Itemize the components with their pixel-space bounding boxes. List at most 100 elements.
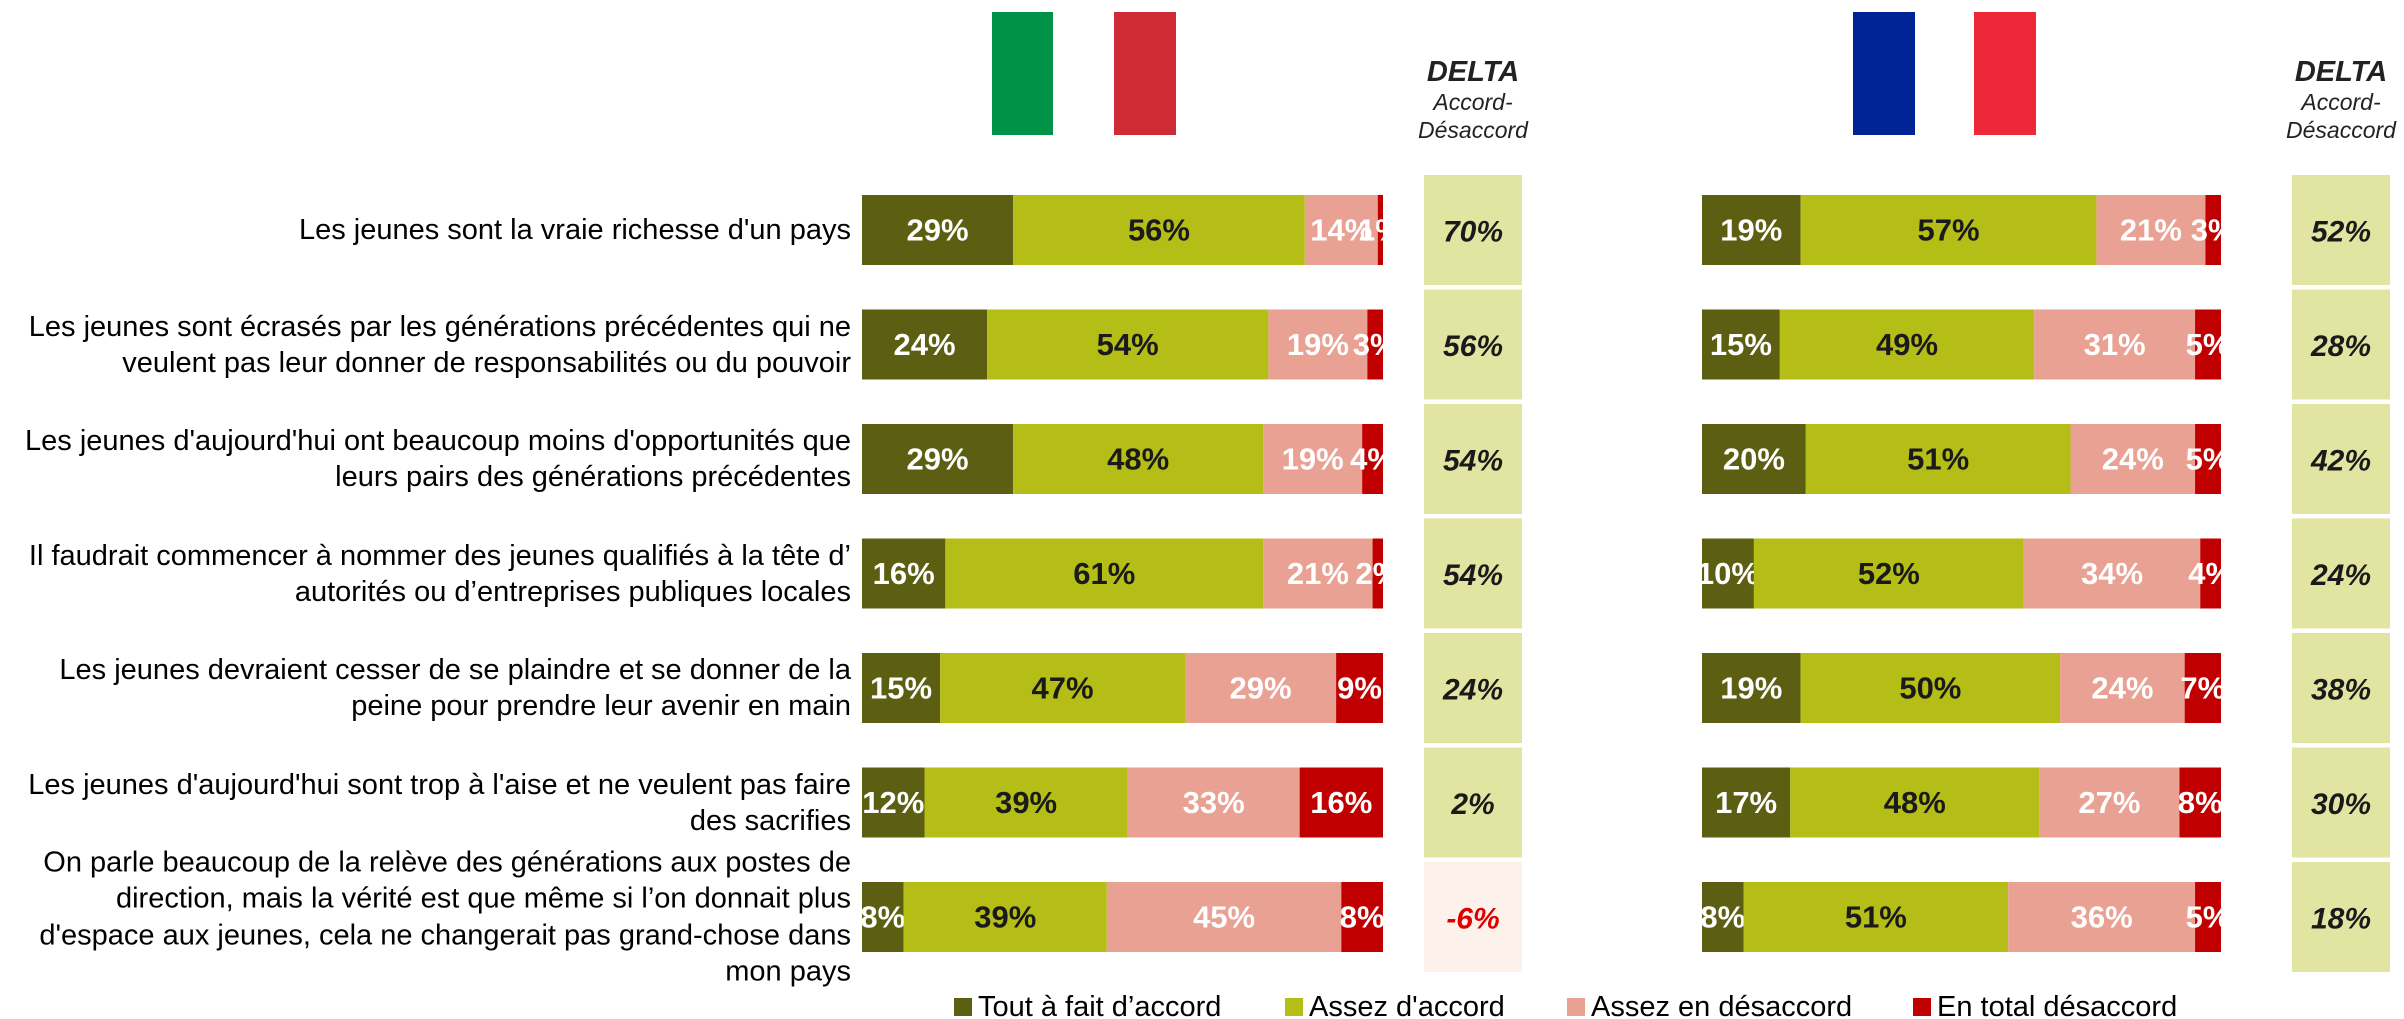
value-label: 52%: [1858, 556, 1920, 591]
delta-cell: [1424, 633, 1522, 743]
value-label: 7%: [2180, 671, 2225, 706]
value-label: 16%: [873, 556, 935, 591]
bar-segment: [2096, 195, 2206, 265]
delta-title: DELTA: [1426, 56, 1520, 88]
legend-label: Tout à fait d’accord: [978, 991, 1221, 1019]
delta-label: 52%: [2311, 216, 2371, 249]
delta-cell: [2292, 289, 2390, 400]
value-label: 8%: [1700, 900, 1745, 935]
bar-segment: [1185, 653, 1337, 723]
bar-segment: [862, 882, 904, 952]
value-label: 47%: [1032, 671, 1094, 706]
bar-segment: [1106, 882, 1342, 952]
value-label: 45%: [1193, 900, 1255, 935]
bar-segment: [1268, 309, 1368, 380]
delta-label: 24%: [1442, 674, 1503, 707]
category-label: On parle beaucoup de la relève des génér…: [39, 846, 851, 988]
bar-segment: [2060, 653, 2185, 723]
bar-segment: [1263, 538, 1373, 609]
bar-segment: [1805, 424, 2071, 494]
value-label: 20%: [1723, 442, 1785, 477]
value-label: 24%: [893, 327, 955, 362]
bar-segment: [1377, 195, 1383, 265]
delta-label: 54%: [1443, 445, 1503, 478]
legend-label: Assez en désaccord: [1591, 991, 1852, 1019]
bar-segment: [1013, 424, 1264, 494]
delta-cell: [1424, 862, 1522, 972]
flag-stripe: [1915, 12, 1974, 135]
legend-swatch: [954, 998, 972, 1016]
bar-segment: [2195, 309, 2221, 380]
delta-title: DELTA: [2294, 56, 2388, 88]
delta-subtitle: Accord-Désaccord: [1418, 89, 1528, 143]
bar-segment: [862, 538, 946, 609]
delta-label: 38%: [2311, 674, 2371, 707]
delta-label: 30%: [2311, 788, 2371, 821]
value-label: 8%: [860, 900, 905, 935]
delta-subtitle: Accord-Désaccord: [2286, 89, 2396, 143]
delta-label: -6%: [1446, 903, 1499, 936]
bar-segment: [2205, 195, 2221, 265]
delta-label: 28%: [2310, 330, 2371, 363]
value-label: 27%: [2078, 785, 2140, 820]
bar-segment: [1702, 653, 1801, 723]
legend-swatch: [1913, 998, 1931, 1016]
bar-segment: [2195, 882, 2221, 952]
legend-swatch: [1567, 998, 1585, 1016]
bar-segment: [1336, 653, 1383, 723]
delta-label: 70%: [1443, 216, 1503, 249]
value-label: 39%: [974, 900, 1036, 935]
value-label: 36%: [2071, 900, 2133, 935]
flag-stripe: [1974, 12, 2036, 135]
value-label: 39%: [995, 785, 1057, 820]
value-label: 15%: [870, 671, 932, 706]
value-label: 21%: [1287, 556, 1349, 591]
delta-cell: [2292, 747, 2390, 858]
value-label: 51%: [1845, 900, 1907, 935]
value-label: 19%: [1287, 327, 1349, 362]
delta-header: DELTA Accord-Désaccord: [1408, 56, 1538, 144]
bar-segment: [945, 538, 1264, 609]
bar-segment: [2200, 538, 2221, 609]
bar-segment: [1800, 195, 2097, 265]
flag-stripe: [1114, 12, 1176, 135]
delta-cell: [2292, 518, 2390, 629]
bar-segment: [1263, 424, 1363, 494]
value-label: 10%: [1697, 556, 1759, 591]
category-label: Les jeunes sont la vraie richesse d'un p…: [298, 213, 851, 246]
legend-swatch: [1285, 998, 1303, 1016]
bar-segment: [1127, 767, 1300, 838]
bar-segment: [2179, 767, 2221, 838]
delta-label: 18%: [2311, 903, 2371, 936]
value-label: 19%: [1282, 442, 1344, 477]
category-label: Il faudrait commencer à nommer des jeune…: [28, 539, 851, 608]
bar-segment: [2184, 653, 2221, 723]
value-label: 51%: [1907, 442, 1969, 477]
value-label: 12%: [862, 785, 924, 820]
bar-segment: [1362, 424, 1383, 494]
bar-segment: [2070, 424, 2196, 494]
value-label: 29%: [907, 213, 969, 248]
bar-segment: [1299, 767, 1383, 838]
bar-segment: [1702, 767, 1791, 838]
value-label: 61%: [1073, 556, 1135, 591]
category-label: Les jeunes d'aujourd'hui ont beaucoup mo…: [25, 424, 851, 493]
legend-label: Assez d'accord: [1309, 991, 1505, 1019]
delta-label: 42%: [2310, 445, 2371, 478]
bar-segment: [2195, 424, 2221, 494]
bar-segment: [903, 882, 1107, 952]
bar-segment: [1304, 195, 1378, 265]
delta-label: 2%: [1450, 788, 1494, 821]
legend-label: En total désaccord: [1937, 991, 2177, 1019]
bar-segment: [987, 309, 1269, 380]
bar-segment: [862, 195, 1014, 265]
value-label: 9%: [1337, 671, 1382, 706]
flag-stripe: [1853, 12, 1915, 135]
value-label: 50%: [1899, 671, 1961, 706]
bar-segment: [1702, 882, 1744, 952]
value-label: 48%: [1107, 442, 1169, 477]
delta-label: 24%: [2310, 559, 2371, 592]
value-label: 29%: [907, 442, 969, 477]
